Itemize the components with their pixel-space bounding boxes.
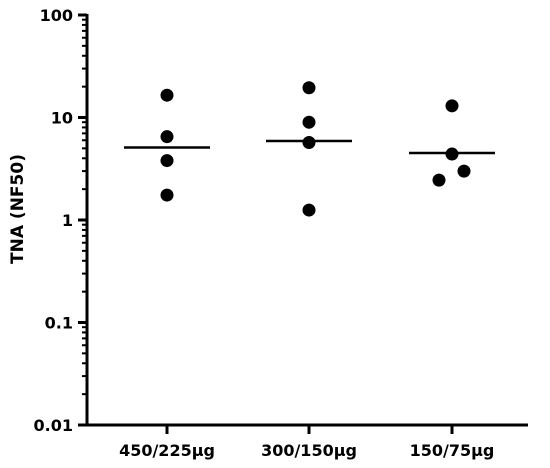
data-marks (124, 81, 495, 217)
data-point (160, 130, 174, 144)
y-tick-label: 0.01 (34, 416, 73, 435)
data-point (302, 115, 316, 129)
y-tick-label: 100 (40, 6, 73, 25)
x-tick-label: 300/150µg (261, 441, 357, 460)
y-tick-label: 1 (62, 211, 73, 230)
y-axis: 0.01 0.1 1 10 100 (34, 6, 89, 435)
data-point (160, 188, 174, 202)
y-tick-label: 10 (51, 109, 73, 128)
data-point (457, 164, 471, 178)
data-point (302, 203, 316, 217)
data-point (432, 173, 446, 187)
x-tick-label: 150/75µg (410, 441, 495, 460)
data-point (445, 147, 459, 161)
data-point (445, 99, 459, 113)
x-axis: 450/225µg 300/150µg 150/75µg (85, 423, 528, 460)
x-tick-label: 450/225µg (119, 441, 215, 460)
y-axis-title: TNA (NF50) (8, 154, 28, 264)
data-point (160, 154, 174, 168)
y-tick-label: 0.1 (45, 314, 73, 333)
data-point (160, 88, 174, 102)
data-point (302, 136, 316, 150)
data-point (302, 81, 316, 95)
